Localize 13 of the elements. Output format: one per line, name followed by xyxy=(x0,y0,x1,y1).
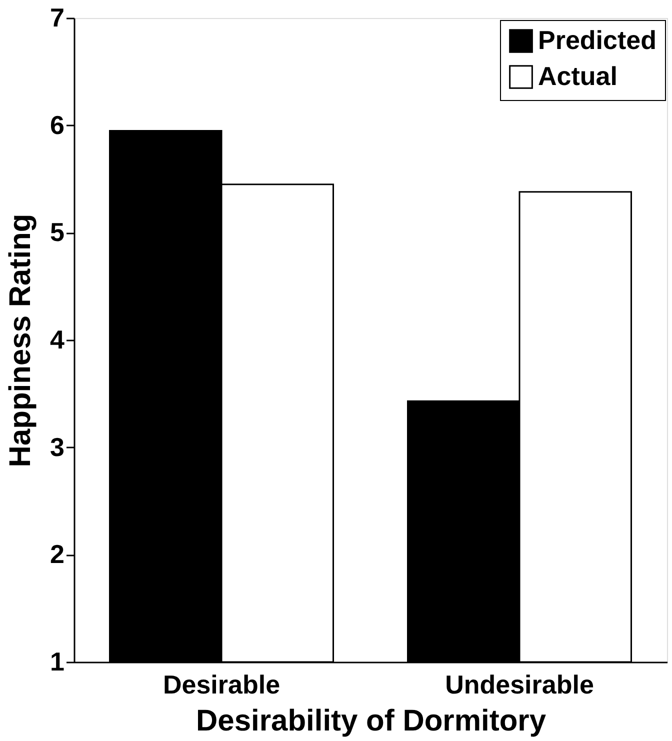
y-tick-label: 5 xyxy=(50,217,64,248)
y-tick-label: 3 xyxy=(50,432,64,462)
legend-label: Predicted xyxy=(538,25,656,55)
x-tick-label: Undesirable xyxy=(445,670,594,700)
legend-label: Actual xyxy=(538,61,618,91)
y-tick-label: 1 xyxy=(50,646,64,676)
x-axis-title: Desirability of Dormitory xyxy=(196,704,546,738)
y-tick-label: 2 xyxy=(50,539,64,570)
x-tick-label: Desirable xyxy=(162,670,280,700)
y-tick-label: 4 xyxy=(50,324,66,354)
y-tick-label: 6 xyxy=(50,110,64,140)
y-tick-label: 7 xyxy=(50,2,64,32)
y-axis-title: Happiness Rating xyxy=(4,214,38,468)
